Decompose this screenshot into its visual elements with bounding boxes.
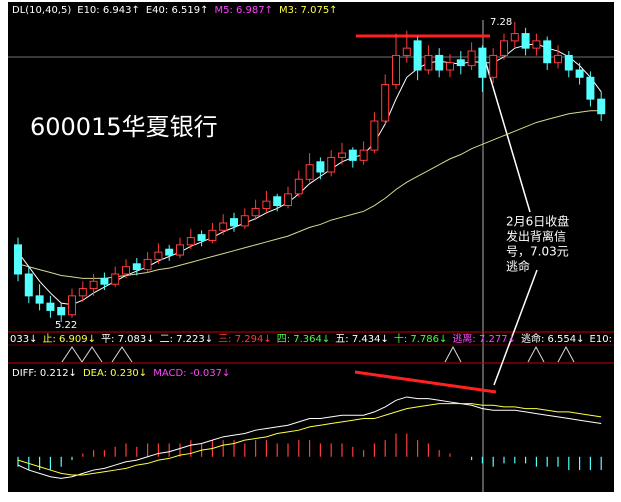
- candle-body: [262, 200, 271, 209]
- high-label: 7.28: [490, 17, 512, 28]
- candle-body: [413, 40, 422, 71]
- candle-body: [57, 307, 66, 316]
- divergence-line: [354, 370, 497, 394]
- candle-body: [46, 302, 55, 311]
- candle-body: [359, 149, 368, 161]
- header-item: 逃命: 6.554↓: [521, 332, 585, 345]
- candle-body: [100, 277, 109, 285]
- candle-body: [500, 40, 508, 56]
- candle-body: [165, 248, 174, 256]
- header-item: DEA: 0.230↓: [83, 368, 147, 379]
- candle-body: [392, 54, 400, 86]
- candle-body: [14, 244, 22, 275]
- candle-body: [338, 152, 346, 158]
- callout-line: 发出背离信: [506, 229, 566, 244]
- candle-body: [68, 295, 76, 316]
- candle-body: [467, 50, 476, 67]
- candle-body: [143, 258, 152, 271]
- candle-body: [251, 207, 260, 217]
- signal-triangles: [61, 345, 575, 363]
- header-item: 三: 7.294↓: [218, 334, 272, 345]
- header-item: M3: 7.075↑: [279, 5, 338, 16]
- candle-body: [597, 98, 606, 115]
- arrow: [493, 269, 538, 386]
- candle-body: [554, 54, 562, 64]
- candle-body: [435, 54, 444, 71]
- candle-body: [284, 193, 292, 207]
- candle-body: [132, 263, 141, 271]
- candle-body: [35, 295, 44, 304]
- header-item: M5: 6.987↑: [214, 5, 273, 16]
- candle-body: [230, 218, 238, 227]
- arrow: [484, 59, 531, 213]
- header-item: E40: 6.519↑: [146, 5, 209, 16]
- header-item: DIFF: 0.212↓: [12, 368, 77, 379]
- header-item: 五: 7.434↓: [335, 334, 389, 345]
- header-item: 033↓: [10, 334, 37, 345]
- header-item: DL(10,40,5): [12, 5, 71, 16]
- header-item: 四: 7.364↓: [277, 334, 331, 345]
- candle-body: [510, 33, 519, 42]
- candle-body: [89, 280, 98, 290]
- candle-body: [402, 47, 411, 56]
- candle-body: [456, 59, 465, 67]
- header-item: 止: 6.909↓: [42, 333, 96, 345]
- callout-line: 2月6日收盘: [506, 214, 569, 229]
- header-item: E10: 0.000: [590, 334, 621, 345]
- macd-diff: [17, 396, 602, 479]
- candle-body: [305, 164, 314, 180]
- header-item: 二: 7.223↓: [160, 334, 214, 345]
- macd-dea: [17, 403, 602, 476]
- header-item: E10: 6.943↑: [77, 5, 140, 16]
- callout-line: 逃命: [506, 259, 530, 274]
- header-item: 逃离: 7.277↓: [452, 332, 516, 345]
- candle-body: [327, 156, 336, 173]
- candle-body: [446, 62, 454, 71]
- header-item: 十: 7.786↓: [394, 332, 448, 345]
- stock-title: 600015华夏银行: [30, 113, 218, 141]
- candle-body: [197, 234, 206, 241]
- candle-body: [586, 76, 595, 100]
- candle-body: [78, 288, 87, 297]
- candle-body: [564, 54, 573, 71]
- header: DL(10,40,5) E10: 6.943↑ E40: 6.519↑ M5: 6.9…: [12, 5, 338, 16]
- candle-body: [273, 196, 282, 207]
- candle-body: [122, 266, 130, 275]
- candle-body: [294, 178, 303, 195]
- candle-body: [575, 69, 584, 78]
- candle-body: [521, 33, 530, 49]
- candle-body: [316, 161, 325, 173]
- candle-body: [424, 54, 433, 71]
- candle-body: [381, 84, 390, 122]
- candle-body: [176, 244, 184, 256]
- candle-body: [370, 120, 379, 151]
- candle-body: [489, 54, 498, 78]
- header-item: 平: 7.083↓: [101, 334, 155, 345]
- candle-body: [348, 149, 357, 161]
- candle-body: [24, 273, 33, 297]
- header: DIFF: 0.212↓ DEA: 0.230↓ MACD: -0.037↓: [12, 368, 230, 379]
- candle-body: [478, 47, 487, 78]
- candle-body: [208, 229, 217, 241]
- candle-body: [532, 40, 541, 49]
- header: 033↓ 止: 6.909↓ 平: 7.083↓ 二: 7.223↓ 三: 7.294↓…: [10, 332, 621, 345]
- callout-line: 号，7.03元: [506, 245, 569, 259]
- candle-body: [186, 237, 195, 246]
- candle-body: [219, 222, 228, 231]
- candle-body: [240, 215, 249, 227]
- low-label: 5.22: [55, 320, 77, 331]
- candle-body: [111, 273, 120, 285]
- candle-body: [154, 251, 163, 260]
- header-item: MACD: -0.037↓: [153, 368, 230, 379]
- candle-body: [543, 40, 552, 64]
